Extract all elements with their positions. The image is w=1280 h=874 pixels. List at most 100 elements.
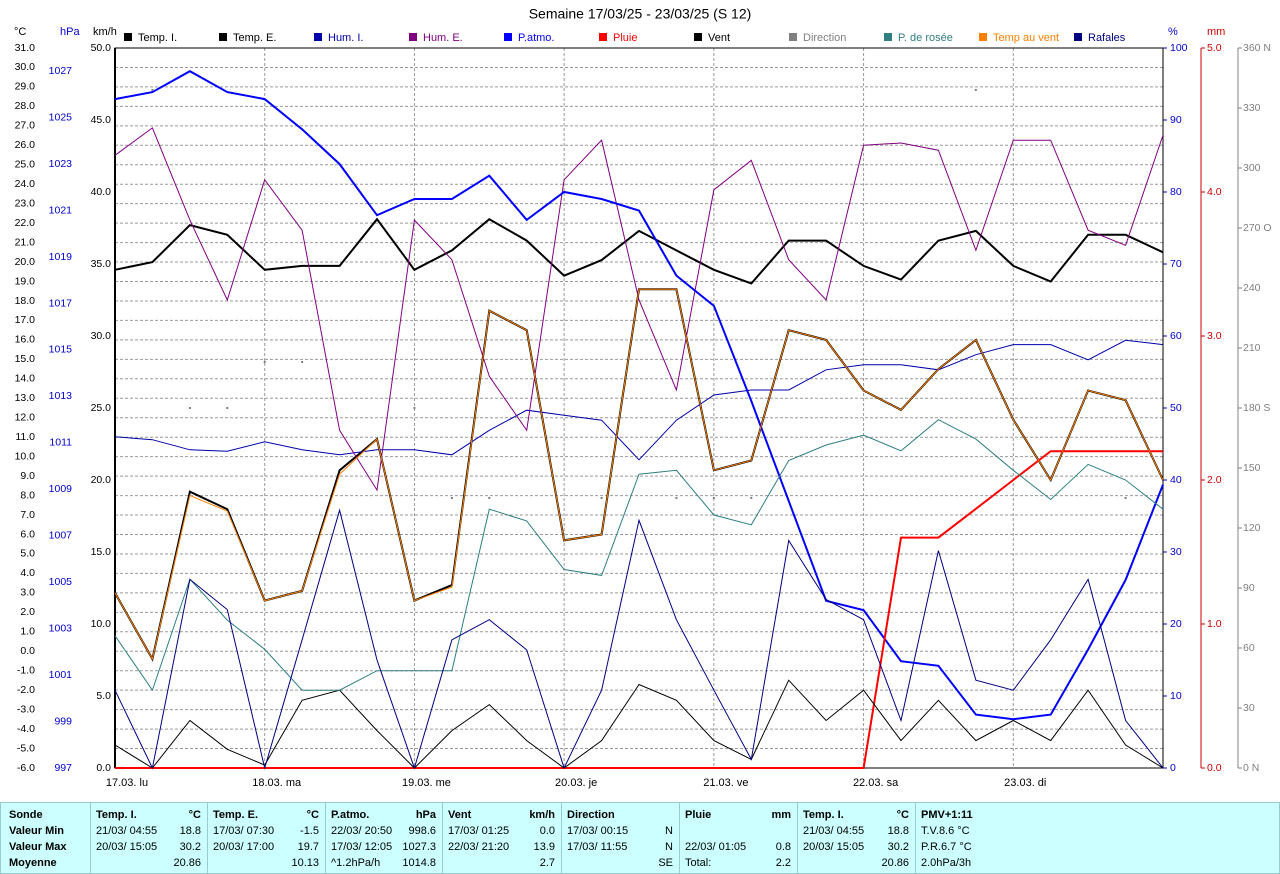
summary-column: Direction 17/03/ 00:15 N 17/03/ 11:55 N SE — [567, 807, 673, 871]
y-tick-label: 9.0 — [20, 470, 35, 482]
y-tick-label: 1003 — [49, 622, 73, 634]
legend-swatch — [599, 33, 607, 41]
y-tick-label: 14.0 — [15, 373, 36, 385]
y-tick-label: 25.0 — [91, 402, 112, 414]
summary-column: Temp. I. °C 21/03/ 04:55 18.8 20/03/ 15:05 30… — [803, 807, 909, 871]
y-tick-label: 180 S — [1243, 402, 1270, 414]
y-tick-label: 0.0 — [1207, 762, 1222, 774]
column-title: Pluie — [685, 809, 712, 821]
summary-cell: 2.0hPa/3h — [921, 857, 972, 869]
axis-label: % — [1168, 26, 1178, 38]
summary-cell: N — [665, 825, 673, 837]
data-point — [450, 497, 453, 499]
y-tick-label: 15.0 — [91, 546, 112, 558]
y-tick-label: 1027 — [49, 65, 73, 77]
summary-cell: 30.2 — [179, 841, 201, 853]
separator — [90, 803, 91, 873]
legend-label: Temp. I. — [138, 32, 177, 44]
summary-column: Temp. I. °C 21/03/ 04:55 18.8 20/03/ 15:05 30… — [96, 807, 201, 871]
y-tick-label: 6.0 — [20, 528, 35, 540]
y-tick-label: 21.0 — [15, 236, 36, 248]
summary-cell: 22/03/ 20:50 — [331, 825, 393, 837]
summary-cell: 13.9 — [533, 841, 555, 853]
x-tick-label: 22.03. sa — [853, 777, 899, 789]
y-tick-label: 10 — [1170, 690, 1182, 702]
y-tick-label: 26.0 — [15, 139, 36, 151]
y-tick-label: 300 — [1243, 162, 1261, 174]
legend-swatch — [124, 33, 132, 41]
y-tick-label: 20.0 — [15, 256, 36, 268]
y-tick-label: 1019 — [49, 251, 73, 263]
y-tick-label: 80 — [1170, 186, 1182, 198]
legend-swatch — [789, 33, 797, 41]
y-tick-label: 100 — [1170, 42, 1188, 54]
summary-table: Sonde Valeur Min Valeur Max Moyenne Temp. I.… — [0, 802, 1280, 874]
y-tick-label: 50 — [1170, 402, 1182, 414]
summary-cell: 22/03/ 21:20 — [448, 841, 510, 853]
y-tick-label: 240 — [1243, 282, 1261, 294]
y-tick-label: 60 — [1243, 642, 1255, 654]
y-tick-label: 90 — [1243, 582, 1255, 594]
y-tick-label: 5.0 — [20, 548, 35, 560]
series-line — [114, 217, 1164, 285]
summary-cell: 1014.8 — [402, 857, 436, 869]
summary-cell: -1.5 — [300, 825, 319, 837]
legend-label: P. de rosée — [898, 32, 953, 44]
separator — [915, 803, 916, 873]
column-title: Temp. E. — [213, 809, 259, 821]
summary-cell: Valeur Min — [9, 825, 65, 837]
y-tick-label: -6.0 — [17, 762, 35, 774]
y-tick-label: 1023 — [49, 158, 73, 170]
data-point — [301, 361, 304, 363]
column-unit: °C — [306, 809, 319, 821]
summary-cell: 21/03/ 04:55 — [803, 825, 865, 837]
y-tick-label: 13.0 — [15, 392, 36, 404]
separator — [325, 803, 326, 873]
y-tick-label: 997 — [54, 762, 72, 774]
y-tick-label: 1001 — [49, 669, 73, 681]
data-point — [413, 407, 416, 409]
y-tick-label: 5.0 — [96, 690, 111, 702]
legend-swatch — [884, 33, 892, 41]
legend-swatch — [504, 33, 512, 41]
y-tick-label: 5.0 — [1207, 42, 1222, 54]
y-tick-label: 40.0 — [91, 186, 112, 198]
y-tick-label: 15.0 — [15, 353, 36, 365]
y-tick-label: 1021 — [49, 204, 73, 216]
data-point — [750, 497, 753, 499]
legend-swatch — [1074, 33, 1082, 41]
y-tick-label: 1015 — [49, 344, 73, 356]
legend-swatch — [314, 33, 322, 41]
legend-label: Direction — [803, 32, 846, 44]
y-tick-label: 23.0 — [15, 197, 36, 209]
summary-cell: 2.2 — [775, 857, 791, 869]
separator — [797, 803, 798, 873]
series-line — [114, 679, 1164, 769]
x-tick-label: 20.03. je — [555, 777, 597, 789]
column-unit: °C — [896, 809, 909, 821]
y-tick-label: 20 — [1170, 618, 1182, 630]
summary-cell: 17/03/ 07:30 — [213, 825, 275, 837]
summary-column: PMV+1:11 T.V.8.6 °C P.R.6.7 °C 2.0hPa/3h — [921, 807, 1029, 871]
summary-column: Sonde Valeur Min Valeur Max Moyenne — [9, 807, 84, 871]
data-point — [151, 89, 154, 91]
summary-cell: 2.7 — [539, 857, 555, 869]
summary-cell: 20.86 — [173, 857, 201, 869]
summary-column: Vent km/h 17/03/ 01:25 0.0 22/03/ 21:20 13.9 2… — [448, 807, 555, 871]
summary-cell: 30.2 — [887, 841, 909, 853]
summary-cell: 1027.3 — [402, 841, 436, 853]
y-tick-label: 3.0 — [20, 587, 35, 599]
summary-cell: 998.6 — [408, 825, 436, 837]
legend-label: Hum. I. — [328, 32, 363, 44]
legend-label: Pluie — [613, 32, 637, 44]
column-title: Direction — [567, 809, 615, 821]
summary-cell: 18.8 — [887, 825, 909, 837]
series-line — [114, 339, 1164, 461]
summary-cell: 19.7 — [297, 841, 319, 853]
y-tick-label: 70 — [1170, 258, 1182, 270]
y-tick-label: 1.0 — [20, 626, 35, 638]
y-tick-label: 0.0 — [20, 645, 35, 657]
data-point — [1124, 497, 1127, 499]
summary-cell: N — [665, 841, 673, 853]
